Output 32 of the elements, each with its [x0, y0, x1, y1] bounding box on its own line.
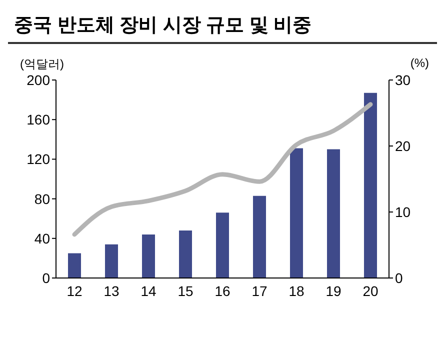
bar	[290, 148, 303, 278]
y-tick-label: 160	[26, 112, 50, 128]
y2-tick-label: 30	[395, 72, 411, 88]
x-tick-label: 19	[326, 282, 342, 299]
x-tick-label: 16	[214, 282, 230, 299]
y-tick-label: 0	[42, 270, 50, 286]
bar	[364, 92, 377, 278]
line-series	[72, 102, 373, 237]
x-tick-label: 14	[140, 282, 156, 299]
y2-tick-label: 20	[395, 138, 411, 154]
y-tick-label: 80	[34, 190, 50, 207]
bar	[68, 253, 81, 278]
bar	[327, 149, 340, 278]
y-tick-label: 200	[26, 72, 50, 88]
x-tick-label: 13	[104, 282, 120, 299]
bar	[142, 234, 155, 278]
bar	[105, 244, 118, 278]
bar	[253, 196, 266, 278]
x-tick-label: 18	[288, 282, 304, 299]
y2-tick-label: 10	[395, 204, 411, 220]
y-axis-title: (억달러)	[20, 56, 64, 73]
y-tick-label: 120	[26, 151, 50, 168]
bar	[179, 230, 192, 278]
bar	[216, 212, 229, 278]
y2-axis-title: (%)	[410, 56, 429, 70]
x-tick-label: 12	[66, 282, 82, 299]
y-tick-label: 40	[34, 230, 50, 246]
x-tick-label: 20	[362, 282, 378, 299]
y2-tick-label: 0	[395, 270, 403, 286]
x-tick-label: 15	[178, 282, 194, 299]
chart-title: 중국 반도체 장비 시장 규모 및 비중	[8, 8, 437, 44]
x-tick-label: 17	[252, 282, 268, 299]
